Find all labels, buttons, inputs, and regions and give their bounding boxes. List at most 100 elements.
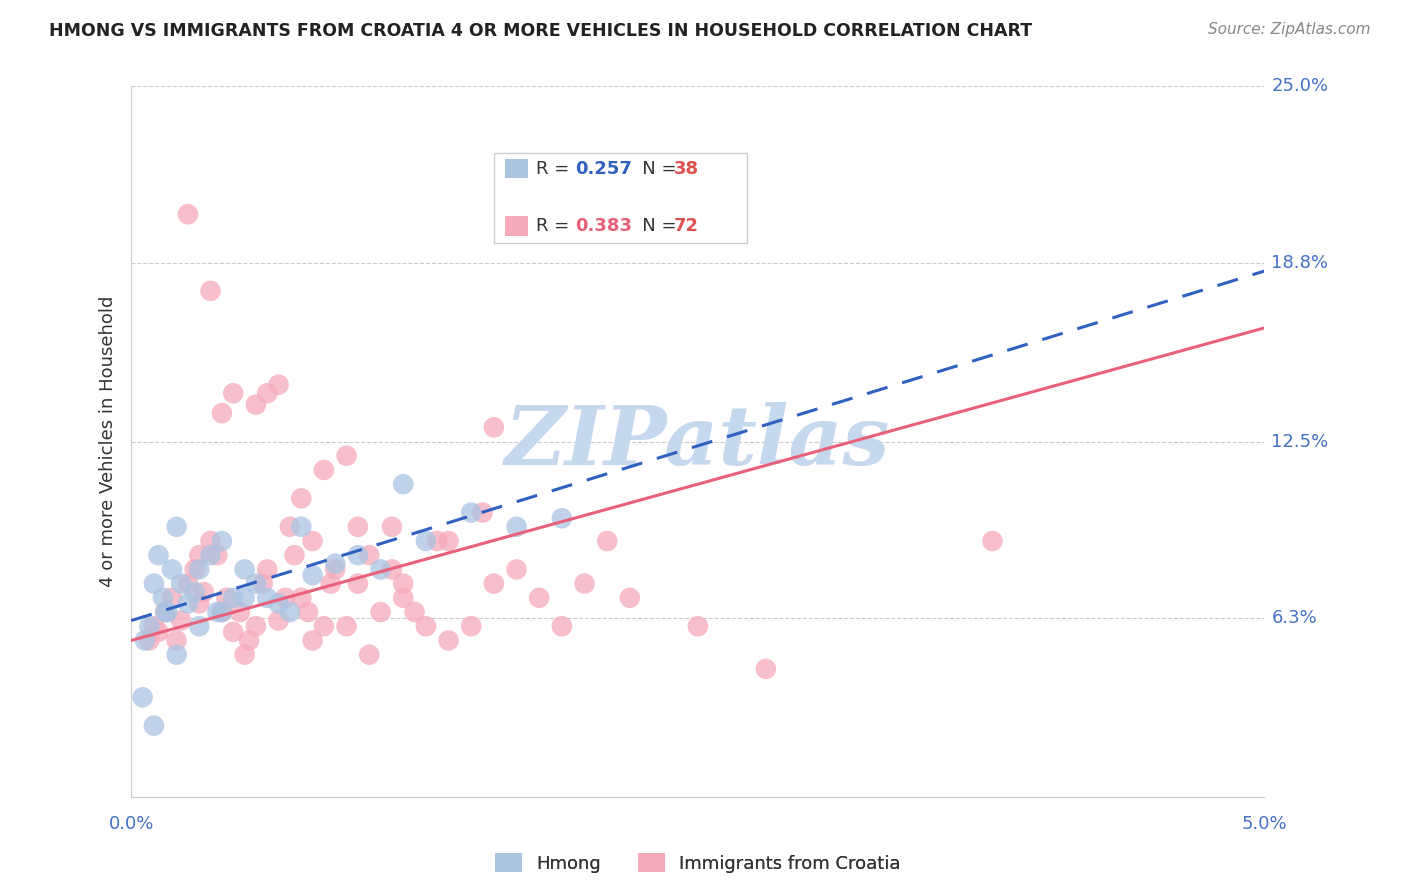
Point <box>170 614 193 628</box>
Point <box>301 568 323 582</box>
Point <box>686 619 709 633</box>
Point <box>347 548 370 562</box>
Point <box>188 562 211 576</box>
Point <box>482 420 505 434</box>
Point <box>177 576 200 591</box>
Point <box>359 648 381 662</box>
Text: 12.5%: 12.5% <box>1271 433 1329 450</box>
Point <box>222 624 245 639</box>
Text: 0.257: 0.257 <box>575 160 633 178</box>
Point <box>755 662 778 676</box>
Point <box>177 207 200 221</box>
Point <box>131 690 153 705</box>
Point <box>596 533 619 548</box>
Point <box>207 548 229 562</box>
Point <box>148 624 170 639</box>
Point <box>267 377 290 392</box>
Point <box>335 619 357 633</box>
Point <box>551 619 574 633</box>
Point <box>256 562 278 576</box>
Point <box>148 548 170 562</box>
Point <box>245 619 267 633</box>
Text: 5.0%: 5.0% <box>1241 814 1288 832</box>
Point <box>211 533 233 548</box>
Point <box>222 386 245 401</box>
Point <box>381 520 404 534</box>
Point <box>245 398 267 412</box>
Point <box>188 597 211 611</box>
Text: N =: N = <box>624 217 682 235</box>
Point <box>319 576 342 591</box>
Point <box>274 591 297 605</box>
Legend: Hmong, Immigrants from Croatia: Hmong, Immigrants from Croatia <box>488 847 908 880</box>
Point <box>200 533 222 548</box>
Text: 25.0%: 25.0% <box>1271 78 1329 95</box>
Point <box>138 619 160 633</box>
Point <box>233 648 256 662</box>
Text: 72: 72 <box>673 217 699 235</box>
Point <box>233 562 256 576</box>
Point <box>312 463 335 477</box>
Text: R =: R = <box>536 217 575 235</box>
Point <box>252 576 274 591</box>
Point <box>142 576 165 591</box>
Point <box>415 533 437 548</box>
Point <box>290 491 312 506</box>
Point <box>392 477 415 491</box>
Point <box>166 520 188 534</box>
Point <box>370 605 392 619</box>
Point <box>245 576 267 591</box>
Text: 0.383: 0.383 <box>575 217 633 235</box>
Point <box>155 605 177 619</box>
Point <box>437 633 460 648</box>
Text: 0.0%: 0.0% <box>108 814 153 832</box>
Point <box>529 591 551 605</box>
Point <box>233 591 256 605</box>
Point <box>256 386 278 401</box>
Point <box>278 520 301 534</box>
Point <box>290 520 312 534</box>
Point <box>323 557 346 571</box>
Point <box>471 506 494 520</box>
Point <box>155 605 177 619</box>
Point <box>574 576 596 591</box>
Point <box>188 548 211 562</box>
Point <box>222 591 245 605</box>
Point <box>283 548 305 562</box>
Point <box>392 591 415 605</box>
Point <box>551 511 574 525</box>
Text: R =: R = <box>536 160 575 178</box>
Text: ZIPatlas: ZIPatlas <box>505 401 890 482</box>
Point <box>505 520 527 534</box>
Point <box>166 648 188 662</box>
Point <box>166 633 188 648</box>
Point <box>215 591 238 605</box>
Point <box>981 533 1004 548</box>
Point <box>193 585 215 599</box>
Point <box>301 533 323 548</box>
Text: Source: ZipAtlas.com: Source: ZipAtlas.com <box>1208 22 1371 37</box>
Point <box>619 591 641 605</box>
Point <box>347 520 370 534</box>
Point <box>160 562 183 576</box>
Point <box>460 619 482 633</box>
Point <box>381 562 404 576</box>
Text: 38: 38 <box>673 160 699 178</box>
Point <box>267 614 290 628</box>
Point <box>142 619 165 633</box>
Point <box>370 562 392 576</box>
Point <box>415 619 437 633</box>
Point <box>142 719 165 733</box>
Point <box>267 597 290 611</box>
Point <box>207 605 229 619</box>
Point <box>505 562 527 576</box>
Point <box>211 605 233 619</box>
Point <box>152 591 174 605</box>
Point <box>392 576 415 591</box>
Point <box>460 506 482 520</box>
Point <box>426 533 449 548</box>
Point <box>335 449 357 463</box>
Point <box>211 406 233 420</box>
Point <box>301 633 323 648</box>
Point <box>160 591 183 605</box>
